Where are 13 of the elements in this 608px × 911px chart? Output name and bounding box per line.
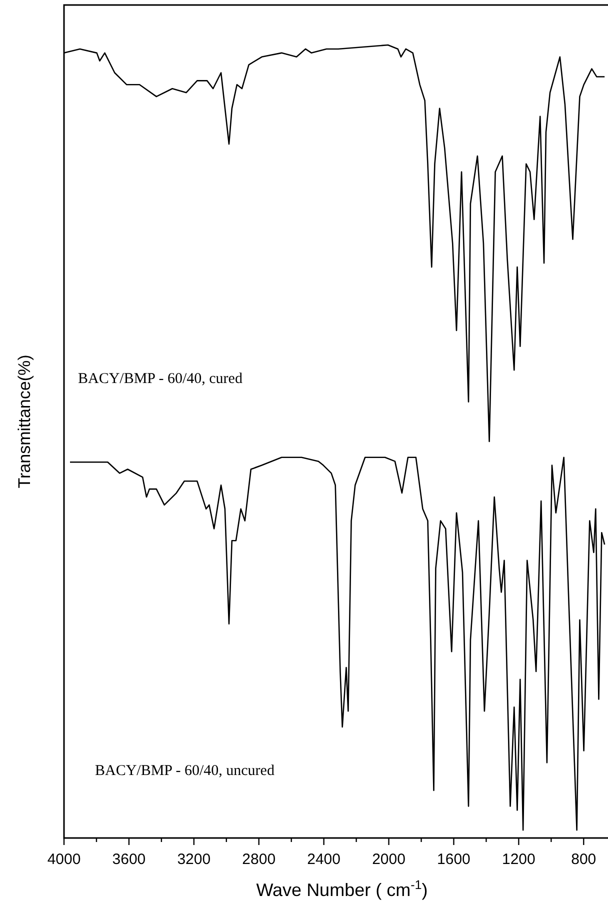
annotation: BACY/BMP - 60/40, uncured xyxy=(95,763,275,779)
x-tick-label: 2000 xyxy=(372,851,406,868)
annotation: BACY/BMP - 60/40, cured xyxy=(78,371,243,387)
x-tick-label: 2400 xyxy=(307,851,341,868)
x-tick-label: 2800 xyxy=(242,851,276,868)
x-tick-label: 3600 xyxy=(112,851,146,868)
y-axis-title: Transmittance(%) xyxy=(15,354,34,488)
x-tick-label: 1600 xyxy=(437,851,470,868)
x-tick-label: 4000 xyxy=(47,851,81,868)
x-tick-label: 800 xyxy=(571,851,596,868)
x-tick-label: 3200 xyxy=(177,851,211,868)
x-tick-label: 1200 xyxy=(502,851,536,868)
x-axis-title: Wave Number ( cm$^{-1}$) xyxy=(256,878,428,900)
